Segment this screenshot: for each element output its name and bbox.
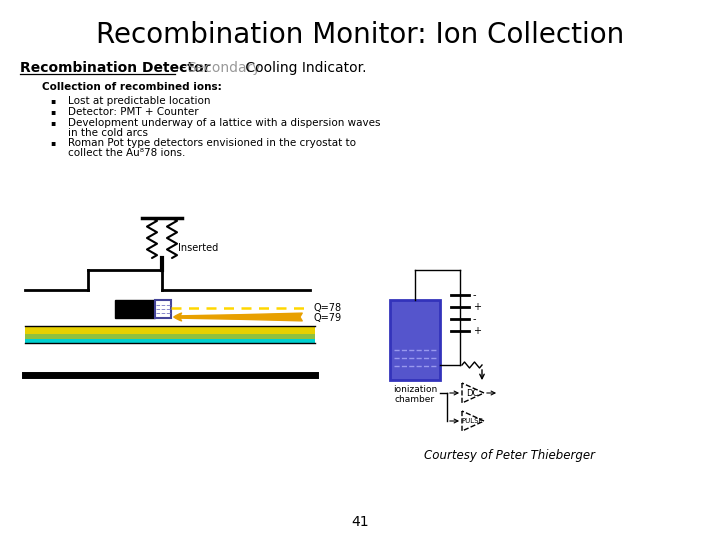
Text: +: + bbox=[473, 302, 481, 312]
Text: -: - bbox=[473, 290, 477, 300]
Text: Secondary: Secondary bbox=[187, 61, 261, 75]
Text: in the cold arcs: in the cold arcs bbox=[68, 128, 148, 138]
Text: ▪: ▪ bbox=[50, 107, 55, 117]
Polygon shape bbox=[462, 383, 484, 403]
Bar bbox=[25, 326, 315, 334]
Text: Recombination Detector: Recombination Detector bbox=[20, 61, 210, 75]
Text: Lost at predictable location: Lost at predictable location bbox=[68, 96, 210, 106]
Text: Courtesy of Peter Thieberger: Courtesy of Peter Thieberger bbox=[425, 449, 595, 462]
Text: Detector: PMT + Counter: Detector: PMT + Counter bbox=[68, 107, 199, 117]
Text: Q=78: Q=78 bbox=[314, 303, 342, 313]
Polygon shape bbox=[462, 411, 484, 431]
Text: 41: 41 bbox=[351, 515, 369, 529]
Text: Roman Pot type detectors envisioned in the cryostat to: Roman Pot type detectors envisioned in t… bbox=[68, 138, 356, 148]
Text: collect the Au⁸78 ions.: collect the Au⁸78 ions. bbox=[68, 148, 185, 158]
Text: PULSE: PULSE bbox=[461, 418, 483, 424]
Text: Recombination Monitor: Ion Collection: Recombination Monitor: Ion Collection bbox=[96, 21, 624, 49]
Text: –: – bbox=[175, 61, 191, 75]
Text: Collection of recombined ions:: Collection of recombined ions: bbox=[42, 82, 222, 92]
Text: ▪: ▪ bbox=[50, 97, 55, 105]
Text: ionization: ionization bbox=[393, 386, 437, 395]
Text: Q=79: Q=79 bbox=[314, 313, 342, 323]
Text: chamber: chamber bbox=[395, 395, 435, 403]
Bar bbox=[155, 300, 171, 318]
Text: Cooling Indicator.: Cooling Indicator. bbox=[241, 61, 366, 75]
Text: Inserted: Inserted bbox=[178, 243, 218, 253]
Text: ▪: ▪ bbox=[50, 118, 55, 127]
Text: -: - bbox=[473, 314, 477, 324]
Text: Development underway of a lattice with a dispersion waves: Development underway of a lattice with a… bbox=[68, 118, 380, 128]
Text: DC: DC bbox=[466, 388, 478, 397]
Bar bbox=[25, 334, 315, 339]
Bar bbox=[25, 339, 315, 343]
Bar bbox=[115, 300, 155, 318]
Text: +: + bbox=[473, 326, 481, 336]
Bar bbox=[390, 300, 440, 380]
Text: ▪: ▪ bbox=[50, 138, 55, 147]
